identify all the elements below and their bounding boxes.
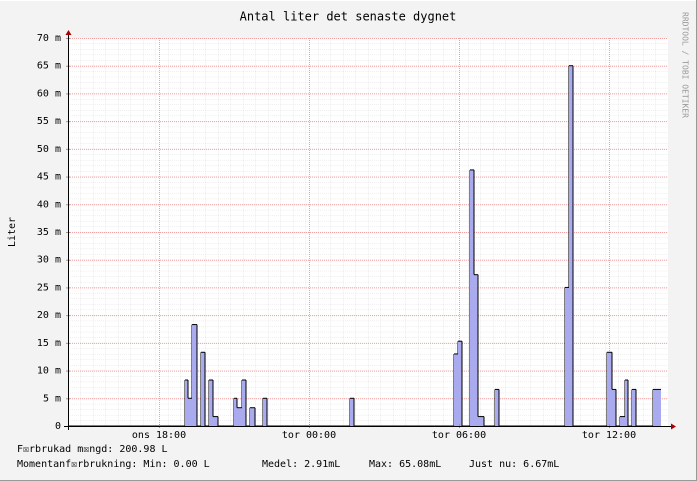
- area-step: [565, 287, 569, 426]
- area-step: [478, 416, 484, 426]
- x-tick-label: ons 18:00: [132, 430, 186, 441]
- y-tick-label: 50 m: [37, 144, 61, 155]
- area-step: [237, 407, 242, 426]
- area-step: [188, 398, 192, 426]
- legend-text: Momentanf☒rbrukning: Min: 0.00 L: [17, 459, 210, 470]
- area-step: [201, 352, 205, 426]
- x-arrow: [671, 423, 676, 430]
- y-tick-label: 60 m: [37, 88, 61, 99]
- area-step: [458, 341, 462, 426]
- y-tick-label: 35 m: [37, 227, 61, 238]
- legend-text: Just nu: 6.67mL: [469, 459, 559, 470]
- y-axis-label: Liter: [7, 217, 18, 247]
- y-tick-label: 20 m: [37, 310, 61, 321]
- area-step: [632, 389, 636, 426]
- y-tick-label: 45 m: [37, 172, 61, 183]
- area-step: [454, 353, 458, 426]
- y-tick-label: 65 m: [37, 61, 61, 72]
- area-step: [607, 352, 612, 426]
- area-step: [209, 379, 213, 426]
- x-tick-label: tor 06:00: [432, 430, 486, 441]
- y-tick-label: 40 m: [37, 199, 61, 210]
- y-tick-label: 5 m: [43, 393, 61, 404]
- area-step: [470, 169, 474, 427]
- area-step: [213, 416, 218, 426]
- y-tick-label: 15 m: [37, 338, 61, 349]
- legend-text: Medel: 2.91mL: [262, 459, 340, 470]
- y-tick-label: 10 m: [37, 366, 61, 377]
- x-tick-label: tor 12:00: [582, 430, 636, 441]
- area-step: [350, 398, 354, 426]
- area-step: [192, 324, 197, 426]
- area-step: [620, 416, 625, 426]
- y-tick-label: 70 m: [37, 33, 61, 44]
- x-tick-label: tor 00:00: [282, 430, 336, 441]
- y-tick-label: 30 m: [37, 255, 61, 266]
- area-step: [625, 379, 628, 426]
- y-tick-label: 0: [55, 421, 61, 432]
- area-step: [495, 389, 499, 426]
- chart-title: Antal liter det senaste dygnet: [240, 10, 457, 24]
- legend-text: Max: 65.08mL: [369, 459, 441, 470]
- y-arrow: [65, 30, 72, 35]
- area-step: [242, 379, 246, 426]
- y-tick-label: 55 m: [37, 116, 61, 127]
- watermark: RRDTOOL / TOBI OETIKER: [681, 12, 690, 118]
- area-step: [250, 407, 255, 426]
- y-tick-label: 25 m: [37, 282, 61, 293]
- area-step: [569, 65, 573, 426]
- area-step: [612, 389, 616, 426]
- legend-text: F☒rbrukad m☒ngd: 200.98 L: [17, 444, 168, 455]
- area-step: [263, 398, 267, 426]
- area-step: [474, 274, 478, 426]
- area-step: [185, 379, 188, 426]
- area-step: [653, 389, 661, 426]
- area-step: [234, 398, 237, 426]
